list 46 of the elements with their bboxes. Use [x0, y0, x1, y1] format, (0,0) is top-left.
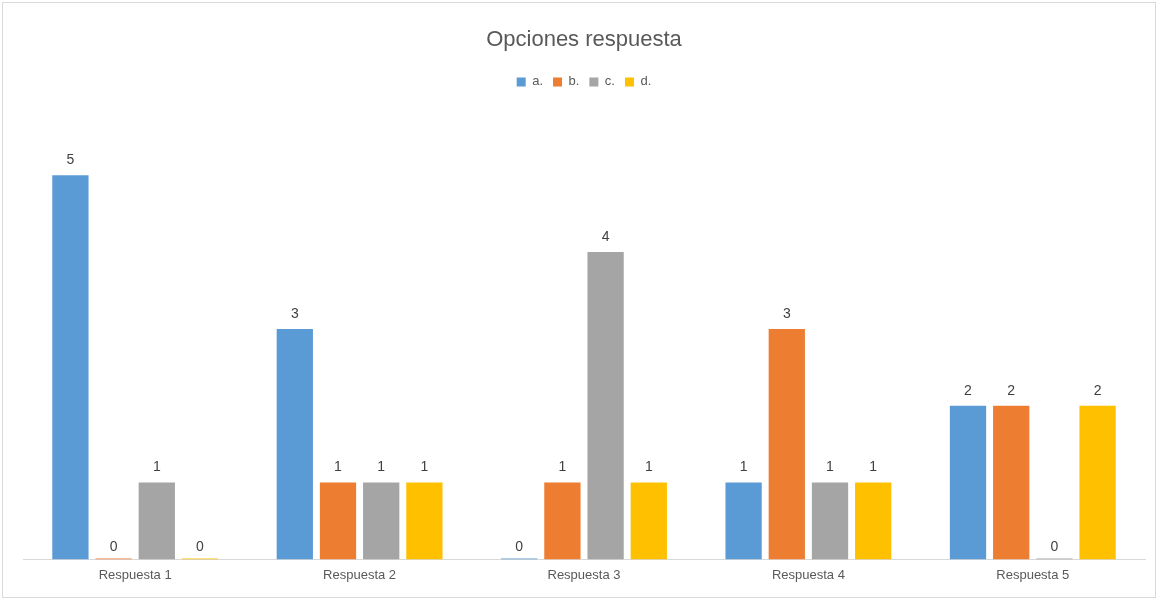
data-label: 2	[1093, 381, 1102, 398]
data-label: 0	[1050, 538, 1059, 555]
bar	[319, 482, 357, 560]
data-label: 0	[109, 538, 118, 555]
data-label: 4	[601, 227, 610, 244]
bar	[768, 328, 805, 560]
data-label: 1	[377, 458, 386, 475]
bar	[630, 482, 667, 560]
x-tick-label: Respuesta 3	[547, 566, 621, 582]
x-tick-label: Respuesta 1	[98, 566, 172, 582]
data-label: 3	[290, 304, 299, 321]
x-tick-label: Respuesta 4	[771, 566, 845, 582]
data-label: 5	[66, 151, 75, 168]
data-label: 0	[515, 538, 524, 555]
legend-label: a.	[532, 73, 544, 89]
bar	[949, 405, 987, 560]
data-label: 2	[964, 381, 973, 398]
legend-label: d.	[640, 73, 652, 89]
legend-label: c.	[604, 73, 615, 89]
data-label: 2	[1007, 381, 1016, 398]
bar	[1079, 405, 1116, 560]
data-label: 1	[420, 458, 429, 475]
chart-title: Opciones respuesta	[486, 26, 683, 52]
bar	[544, 482, 581, 560]
bar	[52, 175, 89, 560]
data-label: 1	[644, 458, 653, 475]
data-label: 1	[334, 458, 343, 475]
data-label: 3	[782, 304, 791, 321]
data-label: 1	[739, 458, 748, 475]
bar	[406, 482, 443, 560]
x-tick-label: Respuesta 2	[323, 566, 397, 582]
data-label: 1	[826, 458, 835, 475]
data-label: 1	[869, 458, 878, 475]
data-label: 1	[152, 458, 161, 475]
x-tick-label: Respuesta 5	[996, 566, 1070, 582]
bar	[725, 482, 762, 560]
bar	[811, 482, 849, 560]
data-label: 1	[558, 458, 567, 475]
bar	[276, 328, 313, 560]
bar	[587, 252, 624, 560]
legend-label: b.	[568, 73, 580, 89]
bar	[993, 405, 1030, 560]
bar	[855, 482, 892, 560]
bar	[138, 482, 175, 560]
bar	[363, 482, 400, 560]
data-label: 0	[196, 538, 205, 555]
